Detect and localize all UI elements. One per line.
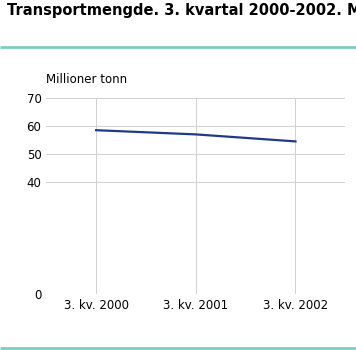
Text: Millioner tonn: Millioner tonn — [46, 73, 127, 86]
Text: Transportmengde. 3. kvartal 2000-2002. Millioner tonn: Transportmengde. 3. kvartal 2000-2002. M… — [7, 4, 356, 19]
